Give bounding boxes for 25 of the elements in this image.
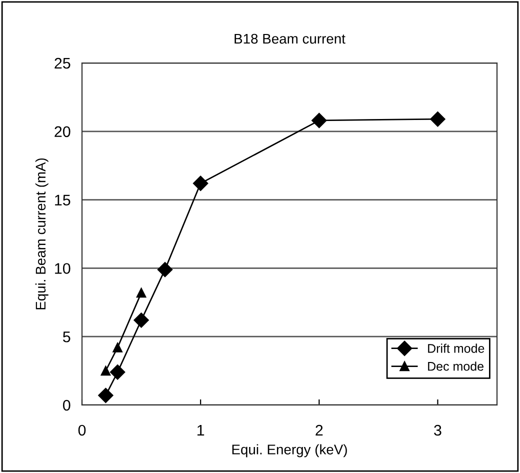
y-tick-label: 20 bbox=[54, 126, 70, 138]
point bbox=[112, 342, 122, 352]
point bbox=[134, 312, 149, 328]
legend-label: Drift mode bbox=[428, 344, 484, 353]
y-tick-label: 0 bbox=[62, 400, 70, 411]
point bbox=[136, 288, 146, 298]
chart-title: B18 Beam current bbox=[234, 34, 346, 44]
point bbox=[157, 262, 173, 278]
point bbox=[312, 112, 327, 128]
x-tick-label: 0 bbox=[78, 424, 86, 436]
x-tick-label: 3 bbox=[434, 424, 442, 436]
point bbox=[100, 366, 111, 376]
x-axis-title: Equi. Energy (keV) bbox=[232, 444, 347, 458]
y-tick-label: 25 bbox=[54, 58, 70, 69]
point bbox=[98, 388, 114, 403]
y-tick-label: 15 bbox=[55, 194, 70, 206]
y-axis-title: Equi. Beam current (mA) bbox=[35, 158, 48, 310]
x-tick-label: 2 bbox=[316, 424, 323, 436]
point bbox=[110, 364, 126, 380]
point bbox=[193, 176, 208, 191]
y-tick-label: 10 bbox=[55, 263, 70, 274]
x-tick-label: 1 bbox=[197, 425, 204, 436]
point bbox=[430, 112, 446, 127]
legend-label: Dec mode bbox=[428, 362, 484, 371]
y-tick-label: 5 bbox=[63, 332, 70, 342]
